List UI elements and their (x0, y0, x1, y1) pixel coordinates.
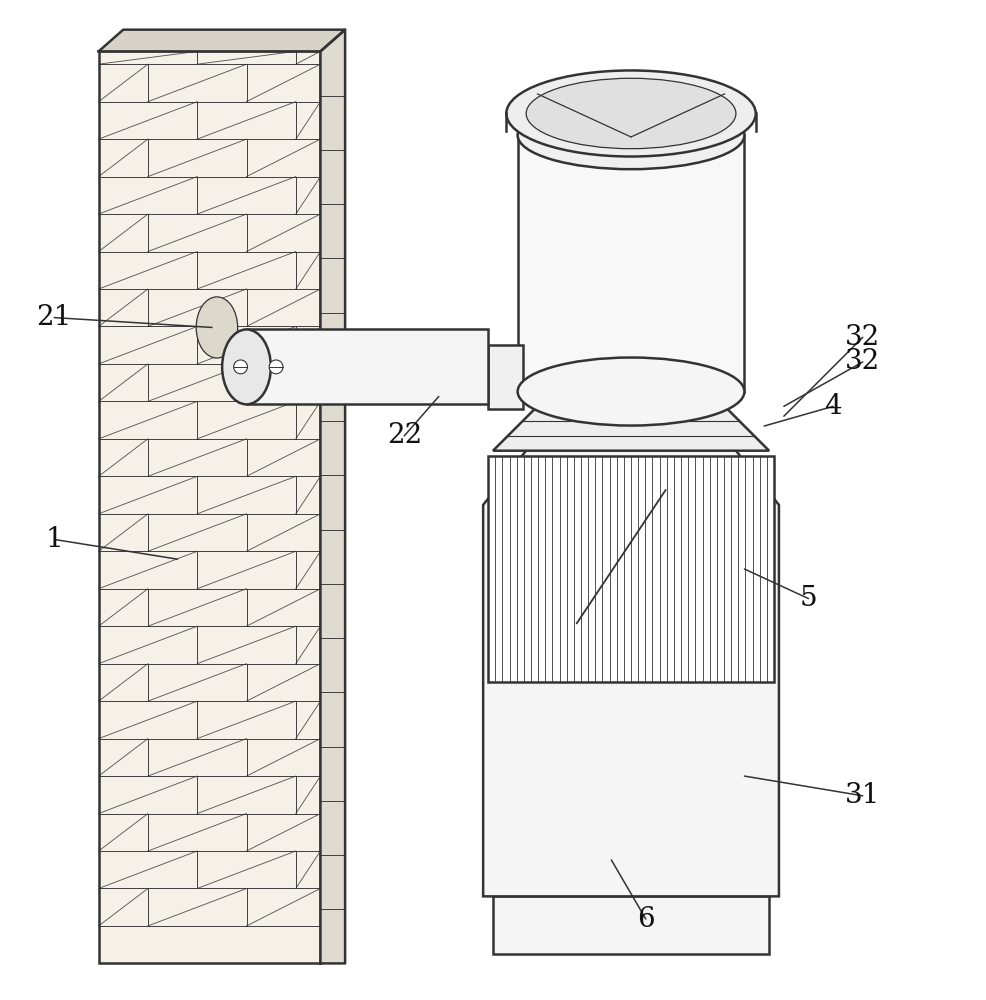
Text: 6: 6 (637, 906, 655, 933)
Polygon shape (320, 30, 345, 963)
Ellipse shape (196, 297, 238, 358)
Ellipse shape (222, 329, 271, 404)
Circle shape (234, 360, 247, 374)
Bar (488, 456, 774, 682)
Text: 31: 31 (845, 782, 880, 809)
Text: 22: 22 (387, 422, 422, 449)
Polygon shape (493, 392, 769, 451)
Ellipse shape (527, 78, 736, 149)
Bar (518, 135, 744, 392)
Bar (488, 345, 523, 409)
Text: 1: 1 (45, 526, 63, 553)
Text: 32: 32 (845, 324, 880, 351)
Ellipse shape (518, 101, 744, 169)
Ellipse shape (518, 358, 744, 426)
Text: 4: 4 (824, 393, 842, 420)
Polygon shape (99, 30, 345, 51)
Bar (99, 51, 320, 963)
Bar (493, 896, 769, 954)
Text: 32: 32 (845, 348, 880, 375)
Text: 21: 21 (36, 304, 72, 331)
Polygon shape (483, 446, 779, 896)
Text: 5: 5 (800, 585, 817, 612)
Ellipse shape (507, 70, 755, 157)
Bar (246, 329, 488, 404)
Circle shape (269, 360, 283, 374)
